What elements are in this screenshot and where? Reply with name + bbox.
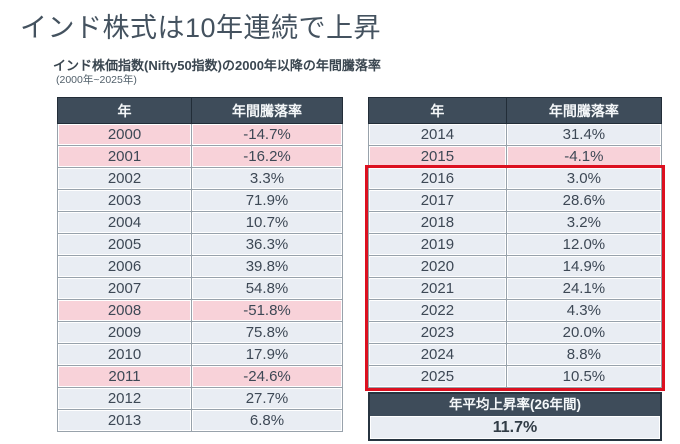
annual-return-column-header: 年間騰落率 — [505, 97, 663, 124]
annual-return-cell: 3.2% — [505, 211, 663, 234]
year-cell: 2001 — [57, 145, 192, 168]
table-row: 2010 17.9% — [57, 343, 343, 366]
year-column-header: 年 — [368, 97, 507, 124]
year-cell: 2011 — [57, 365, 192, 388]
year-cell: 2002 — [57, 167, 192, 190]
annual-return-column-header: 年間騰落率 — [191, 97, 343, 124]
year-cell: 2014 — [368, 123, 507, 146]
annual-return-cell: 31.4% — [505, 123, 663, 146]
year-cell: 2004 — [57, 211, 192, 234]
table-row: 2013 6.8% — [57, 409, 343, 432]
table-row: 2014 31.4% — [368, 123, 663, 146]
year-cell: 2018 — [368, 211, 507, 234]
table-row: 2016 3.0% — [368, 167, 663, 190]
table-row: 2006 39.8% — [57, 255, 343, 278]
year-cell: 2007 — [57, 277, 192, 300]
table-header-row: 年年間騰落率 — [57, 97, 343, 124]
table-row: 2004 10.7% — [57, 211, 343, 234]
table-row: 2015 -4.1% — [368, 145, 663, 168]
table-row: 2023 20.0% — [368, 321, 663, 344]
table-row: 2007 54.8% — [57, 277, 343, 300]
annual-return-cell: 39.8% — [191, 255, 343, 278]
annual-return-cell: 28.6% — [505, 189, 663, 212]
chart-subtitle: インド株価指数(Nifty50指数)の2000年以降の年間騰落率 — [53, 58, 381, 73]
table-row: 2018 3.2% — [368, 211, 663, 234]
year-cell: 2010 — [57, 343, 192, 366]
annual-return-cell: 71.9% — [191, 189, 343, 212]
annual-return-cell: -51.8% — [191, 299, 343, 322]
annual-return-cell: -4.1% — [505, 145, 663, 168]
period-note: (2000年~2025年) — [56, 74, 137, 86]
returns-table-2000-2013: 年年間騰落率 2000 -14.7% 2001 -16.2% 2002 3.3% 2003 7… — [57, 97, 343, 432]
annual-return-cell: 10.7% — [191, 211, 343, 234]
table-row: 2003 71.9% — [57, 189, 343, 212]
average-rise-label: 年平均上昇率(26年間) — [370, 394, 660, 416]
year-cell: 2019 — [368, 233, 507, 256]
annual-return-cell: 3.0% — [505, 167, 663, 190]
annual-return-cell: -16.2% — [191, 145, 343, 168]
annual-return-cell: 20.0% — [505, 321, 663, 344]
year-cell: 2017 — [368, 189, 507, 212]
year-cell: 2003 — [57, 189, 192, 212]
year-cell: 2009 — [57, 321, 192, 344]
year-column-header: 年 — [57, 97, 192, 124]
annual-return-cell: 36.3% — [191, 233, 343, 256]
annual-return-cell: -24.6% — [191, 365, 343, 388]
year-cell: 2024 — [368, 343, 507, 366]
year-cell: 2000 — [57, 123, 192, 146]
annual-return-cell: 24.1% — [505, 277, 663, 300]
annual-return-cell: 54.8% — [191, 277, 343, 300]
page-title: インド株式は10年連続で上昇 — [20, 13, 382, 43]
table-row: 2002 3.3% — [57, 167, 343, 190]
table-row: 2020 14.9% — [368, 255, 663, 278]
year-cell: 2025 — [368, 365, 507, 388]
table-row: 2009 75.8% — [57, 321, 343, 344]
annual-return-cell: 27.7% — [191, 387, 343, 410]
annual-return-cell: 10.5% — [505, 365, 663, 388]
average-rise-value: 11.7% — [370, 416, 660, 439]
annual-return-cell: -14.7% — [191, 123, 343, 146]
table-row: 2019 12.0% — [368, 233, 663, 256]
year-cell: 2022 — [368, 299, 507, 322]
returns-table-2014-2025: 年年間騰落率 2014 31.4% 2015 -4.1% 2016 3.0% 2017 28.… — [368, 97, 663, 388]
table-row: 2012 27.7% — [57, 387, 343, 410]
annual-return-cell: 75.8% — [191, 321, 343, 344]
year-cell: 2013 — [57, 409, 192, 432]
year-cell: 2015 — [368, 145, 507, 168]
year-cell: 2012 — [57, 387, 192, 410]
table-row: 2000 -14.7% — [57, 123, 343, 146]
annual-return-cell: 6.8% — [191, 409, 343, 432]
year-cell: 2008 — [57, 299, 192, 322]
year-cell: 2005 — [57, 233, 192, 256]
year-cell: 2016 — [368, 167, 507, 190]
annual-return-cell: 4.3% — [505, 299, 663, 322]
year-cell: 2021 — [368, 277, 507, 300]
table-header-row: 年年間騰落率 — [368, 97, 663, 124]
table-row: 2008 -51.8% — [57, 299, 343, 322]
year-cell: 2023 — [368, 321, 507, 344]
average-rise-summary-box: 年平均上昇率(26年間) 11.7% — [368, 392, 662, 441]
annual-return-cell: 14.9% — [505, 255, 663, 278]
annual-return-cell: 17.9% — [191, 343, 343, 366]
table-row: 2017 28.6% — [368, 189, 663, 212]
table-row: 2005 36.3% — [57, 233, 343, 256]
annual-return-cell: 3.3% — [191, 167, 343, 190]
table-row: 2025 10.5% — [368, 365, 663, 388]
annual-return-cell: 8.8% — [505, 343, 663, 366]
year-cell: 2006 — [57, 255, 192, 278]
table-row: 2011 -24.6% — [57, 365, 343, 388]
table-row: 2022 4.3% — [368, 299, 663, 322]
year-cell: 2020 — [368, 255, 507, 278]
table-row: 2001 -16.2% — [57, 145, 343, 168]
table-row: 2021 24.1% — [368, 277, 663, 300]
annual-return-cell: 12.0% — [505, 233, 663, 256]
table-row: 2024 8.8% — [368, 343, 663, 366]
